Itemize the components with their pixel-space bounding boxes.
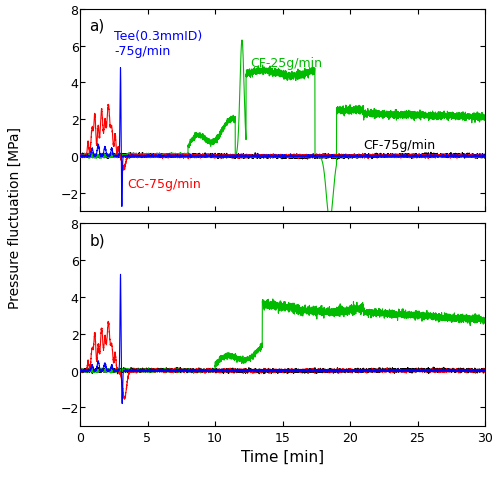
Text: CF-75g/min: CF-75g/min [364, 139, 436, 152]
X-axis label: Time [min]: Time [min] [241, 449, 324, 464]
Text: a): a) [90, 19, 104, 34]
Text: Pressure fluctuation [MPa]: Pressure fluctuation [MPa] [8, 127, 22, 309]
Text: b): b) [90, 233, 105, 248]
Text: CF-25g/min: CF-25g/min [250, 57, 322, 69]
Text: Tee(0.3mmID)
-75g/min: Tee(0.3mmID) -75g/min [114, 30, 202, 58]
Text: CC-75g/min: CC-75g/min [127, 178, 201, 191]
